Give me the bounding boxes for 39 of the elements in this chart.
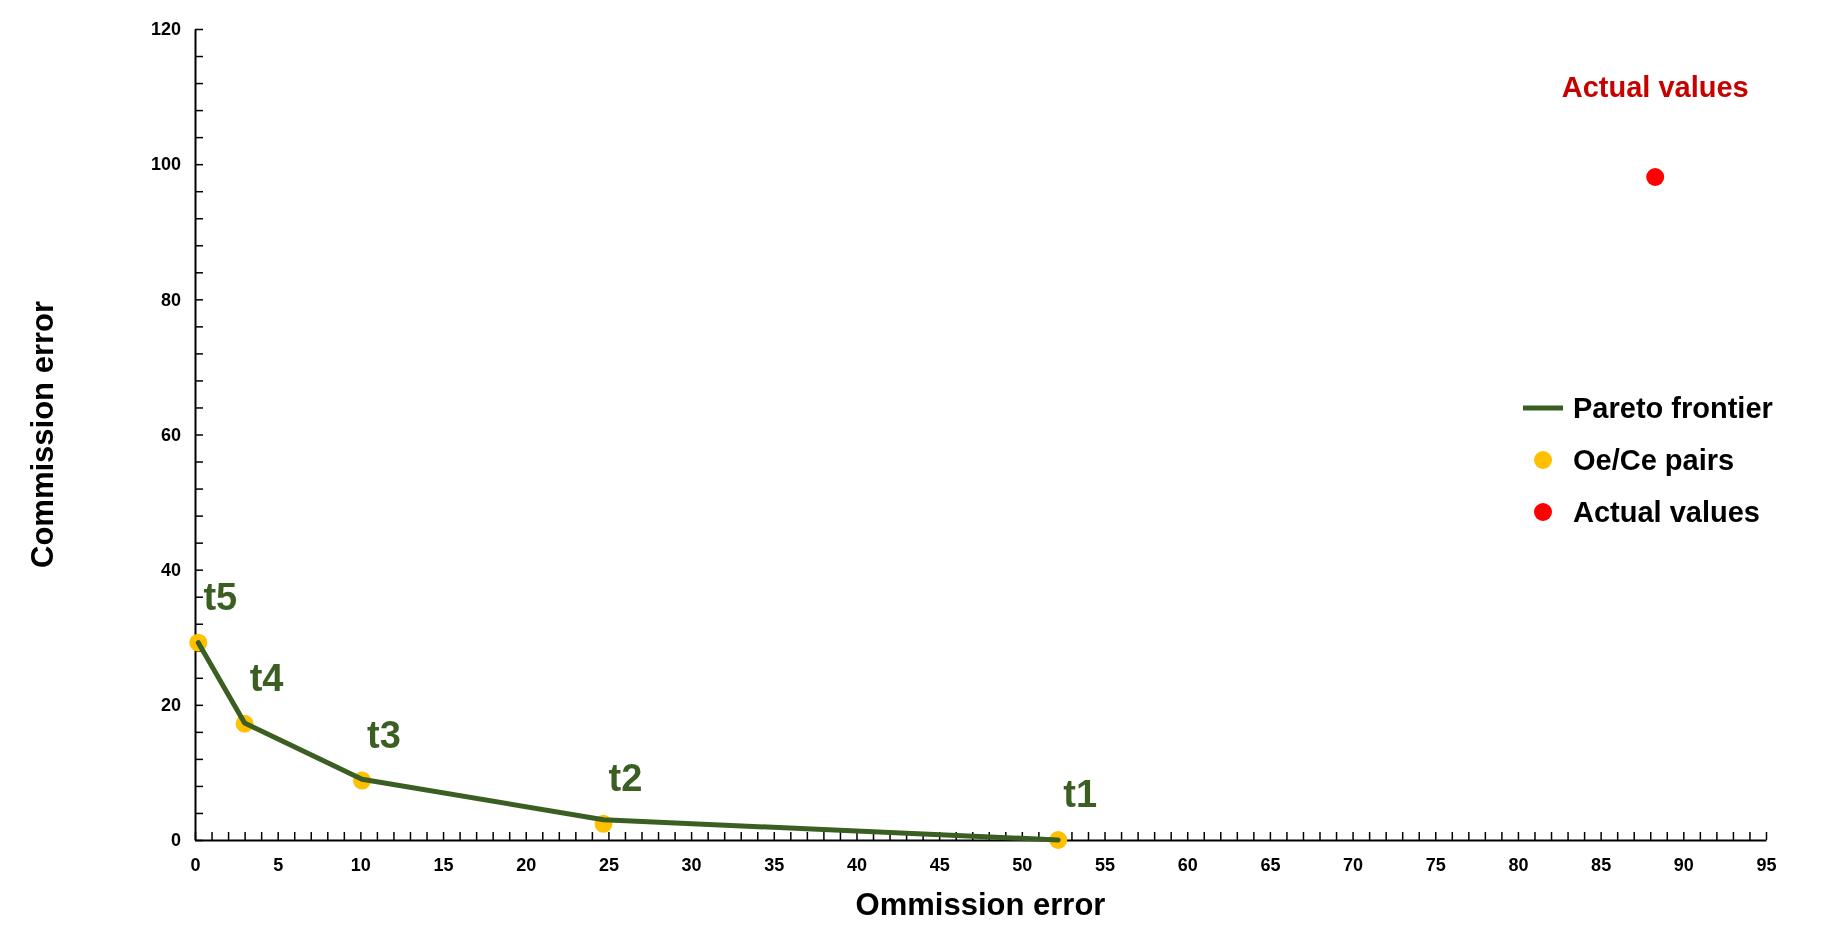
annotation: t1 xyxy=(1063,773,1098,816)
x-tick-label: 80 xyxy=(1508,854,1529,875)
x-axis-title: Ommission error xyxy=(855,887,1106,922)
x-tick-label: 90 xyxy=(1673,854,1694,875)
x-tick-label: 75 xyxy=(1425,854,1446,875)
x-tick-label: 55 xyxy=(1095,854,1116,875)
y-axis-title: Commission error xyxy=(25,300,60,569)
y-tick-label: 0 xyxy=(170,830,181,851)
x-tick-label: 0 xyxy=(190,854,201,875)
x-tick-label: 35 xyxy=(764,854,785,875)
y-tick-label: 40 xyxy=(160,559,181,580)
x-tick-label: 10 xyxy=(350,854,371,875)
legend-label: Oe/Ce pairs xyxy=(1573,444,1735,476)
x-tick-label: 65 xyxy=(1260,854,1281,875)
annotation: t3 xyxy=(367,713,401,756)
x-tick-label: 60 xyxy=(1177,854,1198,875)
legend-label: Actual values xyxy=(1573,496,1760,528)
y-tick-label: 120 xyxy=(150,19,181,40)
x-tick-label: 30 xyxy=(681,854,702,875)
x-tick-label: 70 xyxy=(1343,854,1364,875)
annotation: t5 xyxy=(203,575,238,618)
y-tick-label: 60 xyxy=(160,424,181,445)
x-tick-label: 85 xyxy=(1591,854,1612,875)
legend-label: Pareto frontier xyxy=(1573,392,1773,424)
x-tick-label: 5 xyxy=(273,854,284,875)
y-tick-label: 80 xyxy=(160,289,181,310)
x-tick-label: 40 xyxy=(846,854,867,875)
annotation: Actual values xyxy=(1561,71,1749,104)
x-tick-label: 25 xyxy=(598,854,619,875)
point xyxy=(1646,168,1665,187)
y-tick-label: 100 xyxy=(150,154,181,175)
x-tick-label: 95 xyxy=(1756,854,1777,875)
x-tick-label: 45 xyxy=(929,854,950,875)
x-tick-label: 50 xyxy=(1012,854,1033,875)
x-tick-label: 15 xyxy=(433,854,454,875)
annotation: t2 xyxy=(608,757,643,800)
y-tick-label: 20 xyxy=(160,695,181,716)
x-tick-label: 20 xyxy=(516,854,537,875)
annotation: t4 xyxy=(249,657,284,700)
